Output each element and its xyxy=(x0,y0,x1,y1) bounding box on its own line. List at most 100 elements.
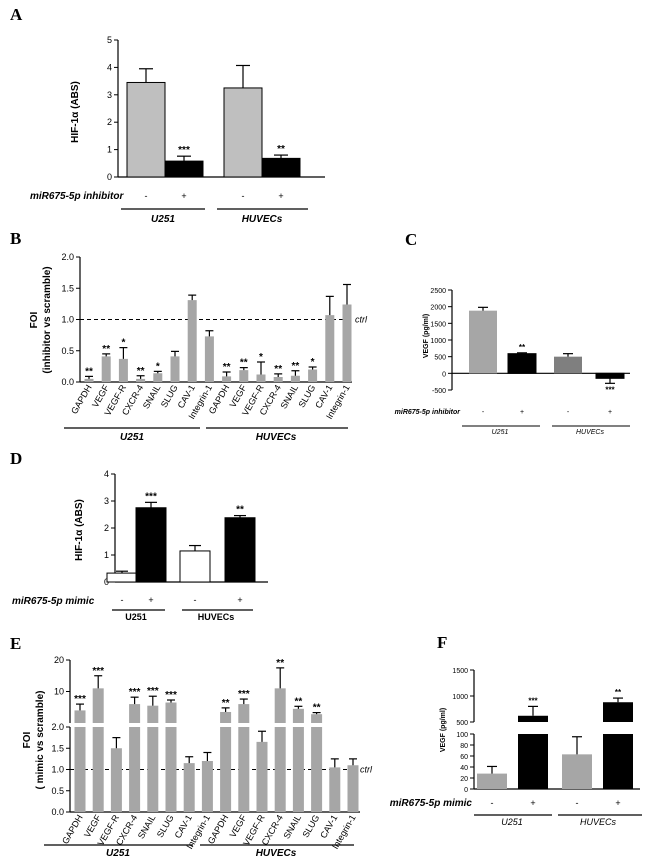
panel-b-significance: ** xyxy=(240,358,248,369)
panel-b-error-bar xyxy=(188,294,197,301)
panel-e-lower-y-tick-label: 0.5 xyxy=(51,786,64,796)
panel-e-bar-lower xyxy=(74,727,86,812)
panel-e-error-bar xyxy=(258,730,266,742)
panel-b-significance: * xyxy=(311,357,315,368)
panel-a-group-label: HUVECs xyxy=(242,214,283,225)
panel-e-error-bar xyxy=(185,756,194,764)
panel-b-bar xyxy=(325,315,335,382)
panel-e-error-bar xyxy=(148,695,157,706)
panel-c-error-bar xyxy=(478,306,488,311)
panel-a-significance: ** xyxy=(277,144,285,155)
panel-f-group-label: U251 xyxy=(501,817,523,827)
panel-f-lower-y-tick-label: 0 xyxy=(464,787,468,794)
panel-c-error-bar xyxy=(563,353,573,357)
panel-b-error-bar xyxy=(308,366,317,370)
panel-d-y-tick-label: 0 xyxy=(104,577,109,587)
panel-c-sign: + xyxy=(608,409,612,416)
panel-b-group-label: U251 xyxy=(120,432,144,443)
panel-b-bar xyxy=(153,373,163,382)
panel-b-error-bar xyxy=(205,330,214,337)
panel-f-lower-y-tick-label: 100 xyxy=(456,732,468,739)
panel-e-lower-y-tick-label: 0.0 xyxy=(51,807,64,817)
panel-c-label: C xyxy=(405,230,417,249)
panel-e-upper-y-tick-label: 20 xyxy=(54,655,64,665)
panel-d-y-tick-label: 4 xyxy=(104,469,109,479)
panel-e-label: E xyxy=(10,634,21,653)
panel-f-bar-upper xyxy=(603,702,633,722)
panel-a-group-label: U251 xyxy=(151,214,175,225)
panel-a-sign: + xyxy=(181,191,186,201)
panel-e-bar xyxy=(329,767,341,812)
panel-e-bar-upper xyxy=(274,688,286,723)
panel-d-group-label: HUVECs xyxy=(198,612,235,622)
panel-b-label: B xyxy=(10,229,21,248)
panel-d-bar xyxy=(224,517,256,583)
panel-b-bar xyxy=(308,369,318,382)
panel-e-bar-upper xyxy=(292,708,304,723)
panel-e-bar-upper xyxy=(220,711,232,723)
panel-c-group-label: U251 xyxy=(492,429,509,436)
panel-b-y-tick-label: 0.0 xyxy=(61,377,74,387)
panel-a-sign: - xyxy=(145,191,148,201)
panel-c-y-tick-label: -500 xyxy=(432,388,446,395)
panel-d-significance: ** xyxy=(236,505,244,516)
panel-e-significance: *** xyxy=(129,687,141,698)
panel-e-bar-upper xyxy=(147,705,159,723)
panel-e-y-label: FOI xyxy=(22,731,33,748)
panel-a-y-tick-label: 1 xyxy=(107,145,112,155)
panel-b-category-label: GAPDH xyxy=(69,383,94,416)
panel-e-error-bar xyxy=(76,703,84,711)
panel-b-error-bar xyxy=(136,375,145,379)
panel-c-sign: + xyxy=(520,409,524,416)
panel-b-significance: * xyxy=(259,352,263,363)
panel-b-bar xyxy=(222,376,232,382)
panel-d-sign: + xyxy=(237,595,242,605)
panel-a-y-tick-label: 2 xyxy=(107,117,112,127)
panel-b-significance: * xyxy=(121,338,125,349)
panel-e-significance: ** xyxy=(295,696,303,707)
panel-d-sign: + xyxy=(148,595,153,605)
panel-a-bar xyxy=(164,160,204,178)
panel-f-label: F xyxy=(437,633,447,652)
panel-e-y-label-2: ( mimic vs scramble) xyxy=(35,691,46,790)
panel-b-bar xyxy=(290,375,300,382)
panel-b-y-label-2: (inhibitor vs scramble) xyxy=(42,266,53,373)
panel-b-bar xyxy=(101,356,111,382)
panel-b-significance: * xyxy=(156,361,160,372)
panel-d-sign: - xyxy=(194,595,197,605)
panel-d-group-label: U251 xyxy=(125,612,147,622)
panel-f-upper-y-tick-label: 1000 xyxy=(452,694,468,701)
panel-b-error-bar xyxy=(325,295,334,316)
panel-e-error-bar xyxy=(312,712,321,715)
panel-e-significance: *** xyxy=(147,686,159,697)
panel-a-error-bar xyxy=(274,154,288,159)
panel-f-chart: 0 20 40 60 80 100 500 1000 1500 VEGF (pg/ml) - *** +… xyxy=(390,668,642,827)
panel-c-y-tick-label: 0 xyxy=(442,371,446,378)
panel-b-error-bar xyxy=(119,347,128,359)
panel-b-y-tick-label: 1.0 xyxy=(61,315,74,325)
panel-e-error-bar xyxy=(167,699,175,703)
panel-a-y-tick-label: 3 xyxy=(107,90,112,100)
panel-c-sign: - xyxy=(482,409,485,416)
panel-c-y-tick-label: 1500 xyxy=(430,321,446,328)
panel-c-bar xyxy=(554,356,582,374)
panel-b-error-bar xyxy=(291,370,300,376)
panel-e-bar-lower xyxy=(147,727,159,812)
panel-b-significance: ** xyxy=(274,364,282,375)
panel-e-error-bar xyxy=(130,696,139,705)
panel-e-bar xyxy=(110,748,122,812)
panel-d-y-label: HIF-1α (ABS) xyxy=(74,499,85,561)
panel-a-error-bar xyxy=(177,155,191,162)
panel-f-condition-label: miR675-5p mimic xyxy=(390,798,473,809)
panel-b-significance: ** xyxy=(85,366,93,377)
panel-e-upper-y-tick-label: 10 xyxy=(54,687,64,697)
panel-f-error-bar xyxy=(528,705,538,716)
panel-f-sign: + xyxy=(615,798,620,808)
panel-e-bar xyxy=(201,761,213,812)
panel-b-error-bar xyxy=(102,353,111,357)
panel-b-y-label: FOI xyxy=(29,311,40,328)
panel-a-significance: *** xyxy=(178,145,190,156)
panel-a-bar xyxy=(223,87,263,178)
panel-f-lower-y-tick-label: 60 xyxy=(460,754,468,761)
